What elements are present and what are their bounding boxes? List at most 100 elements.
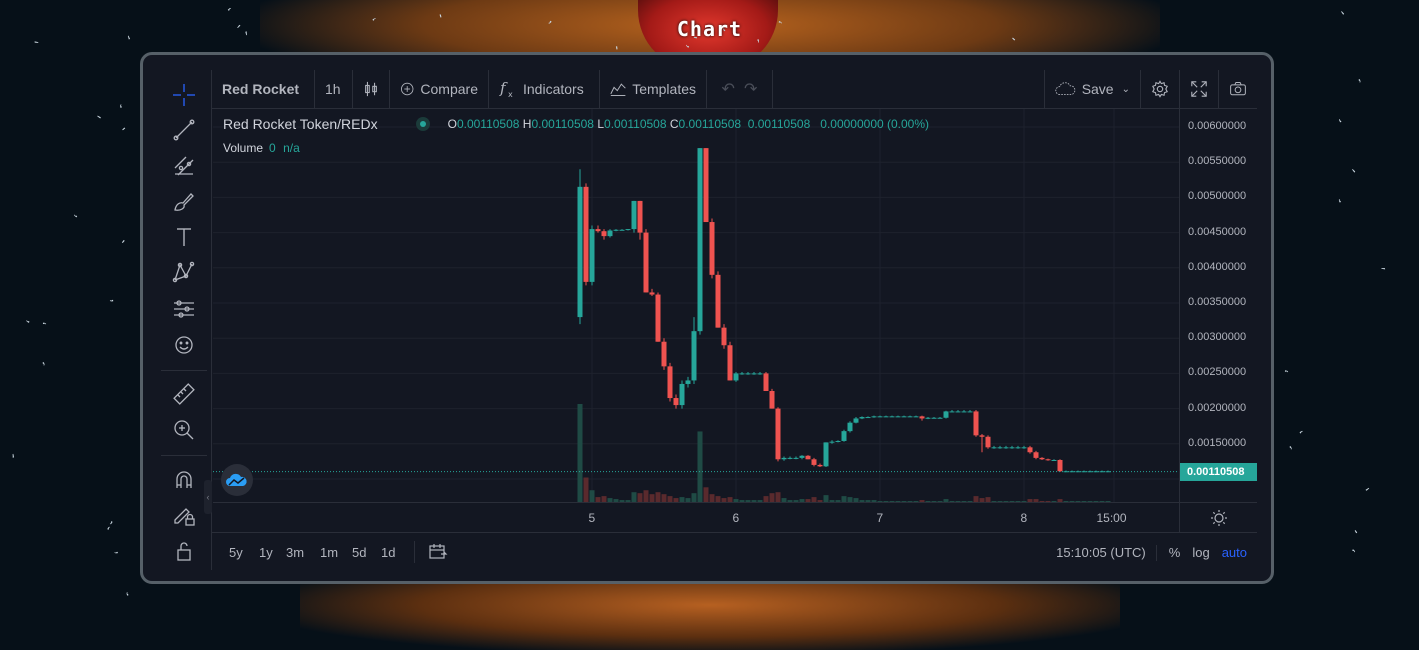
candle[interactable] [1015,447,1021,449]
candle[interactable] [583,186,589,282]
candle[interactable] [1021,447,1027,449]
candle[interactable] [619,229,625,231]
candle[interactable] [589,229,595,282]
candle[interactable] [823,442,829,467]
candle[interactable] [661,341,667,367]
candle[interactable] [799,455,805,458]
axis-settings-button[interactable] [1179,502,1257,533]
time-axis[interactable]: 5 6 7 8 15:00 [213,502,1179,533]
candle[interactable] [937,417,943,419]
text-icon[interactable] [171,224,197,250]
utc-clock[interactable]: 15:10:05 (UTC) [1056,545,1146,560]
magnet-icon[interactable] [171,467,197,493]
candle[interactable] [667,366,673,399]
candle[interactable] [685,380,691,384]
candle[interactable] [883,416,889,418]
candle[interactable] [997,447,1003,449]
candle[interactable] [703,148,709,223]
candle[interactable] [1039,457,1045,460]
candle[interactable] [1009,447,1015,449]
candle[interactable] [991,447,997,449]
zoom-in-icon[interactable] [171,417,197,443]
candle[interactable] [739,373,745,375]
candle[interactable] [613,229,619,231]
candle[interactable] [811,459,817,465]
lock-icon[interactable] [171,538,197,564]
candle[interactable] [709,222,715,275]
save-button[interactable]: Save ⌄ [1044,70,1140,108]
range-1d[interactable]: 1d [381,545,396,560]
candle[interactable] [775,408,781,460]
lock-drawing-icon[interactable] [171,502,197,528]
candle[interactable] [979,435,985,437]
candle[interactable] [697,148,703,332]
candle[interactable] [673,398,679,406]
settings-button[interactable] [1140,70,1179,108]
candle[interactable] [973,411,979,436]
candle[interactable] [721,327,727,346]
candle[interactable] [715,274,721,328]
candle[interactable] [829,441,835,443]
candle[interactable] [1003,447,1009,449]
candle[interactable] [895,416,901,418]
candle[interactable] [733,373,739,381]
candle[interactable] [577,186,583,318]
range-1m[interactable]: 1m [320,545,339,560]
redo-icon[interactable]: ↷ [744,81,758,98]
candle[interactable] [631,200,637,230]
range-1y[interactable]: 1y [259,545,273,560]
candle[interactable] [595,229,601,232]
candle[interactable] [847,422,853,432]
candle[interactable] [853,418,859,423]
range-5d[interactable]: 5d [352,545,367,560]
candle[interactable] [841,431,847,441]
candle[interactable] [955,411,961,413]
candle[interactable] [925,417,931,419]
candle[interactable] [679,383,685,406]
candle[interactable] [1027,447,1033,453]
fullscreen-button[interactable] [1179,70,1218,108]
collapse-toolbar-button[interactable]: ‹ [204,480,212,514]
range-3m[interactable]: 3m [286,545,305,560]
candle[interactable] [913,416,919,418]
brush-icon[interactable] [171,188,197,214]
trend-line-icon[interactable] [171,117,197,143]
candle[interactable] [943,411,949,418]
candle[interactable] [1033,452,1039,458]
goto-date-button[interactable] [428,543,448,564]
price-plot[interactable] [213,109,1179,502]
crosshair-icon[interactable] [171,82,197,108]
percent-scale-button[interactable]: % [1168,545,1181,560]
undo-icon[interactable]: ↶ [721,81,735,98]
candle[interactable] [637,200,643,233]
candle[interactable] [781,457,787,460]
candle[interactable] [931,417,937,419]
candle[interactable] [625,229,631,231]
candle[interactable] [859,417,865,419]
candle[interactable] [691,331,697,381]
auto-scale-button[interactable]: auto [1221,545,1247,560]
pair-title[interactable]: Red Rocket Token/REDx [223,116,378,132]
candle[interactable] [655,294,661,342]
candle[interactable] [907,416,913,418]
candle[interactable] [919,416,925,419]
candle[interactable] [649,292,655,295]
candle[interactable] [757,373,763,375]
candle[interactable] [745,373,751,375]
candle[interactable] [751,373,757,375]
prediction-icon[interactable] [171,296,197,322]
candle[interactable] [643,232,649,293]
candle[interactable] [763,373,769,391]
candle[interactable] [889,416,895,418]
candle[interactable] [769,391,775,409]
fib-icon[interactable] [171,153,197,179]
ruler-icon[interactable] [171,381,197,407]
tradingview-logo[interactable] [221,464,253,496]
candle[interactable] [961,411,967,413]
candle[interactable] [607,230,613,237]
symbol-search-button[interactable]: Red Rocket [212,70,315,108]
templates-button[interactable]: Templates [600,70,707,108]
candle[interactable] [871,416,877,418]
log-scale-button[interactable]: log [1192,545,1210,560]
